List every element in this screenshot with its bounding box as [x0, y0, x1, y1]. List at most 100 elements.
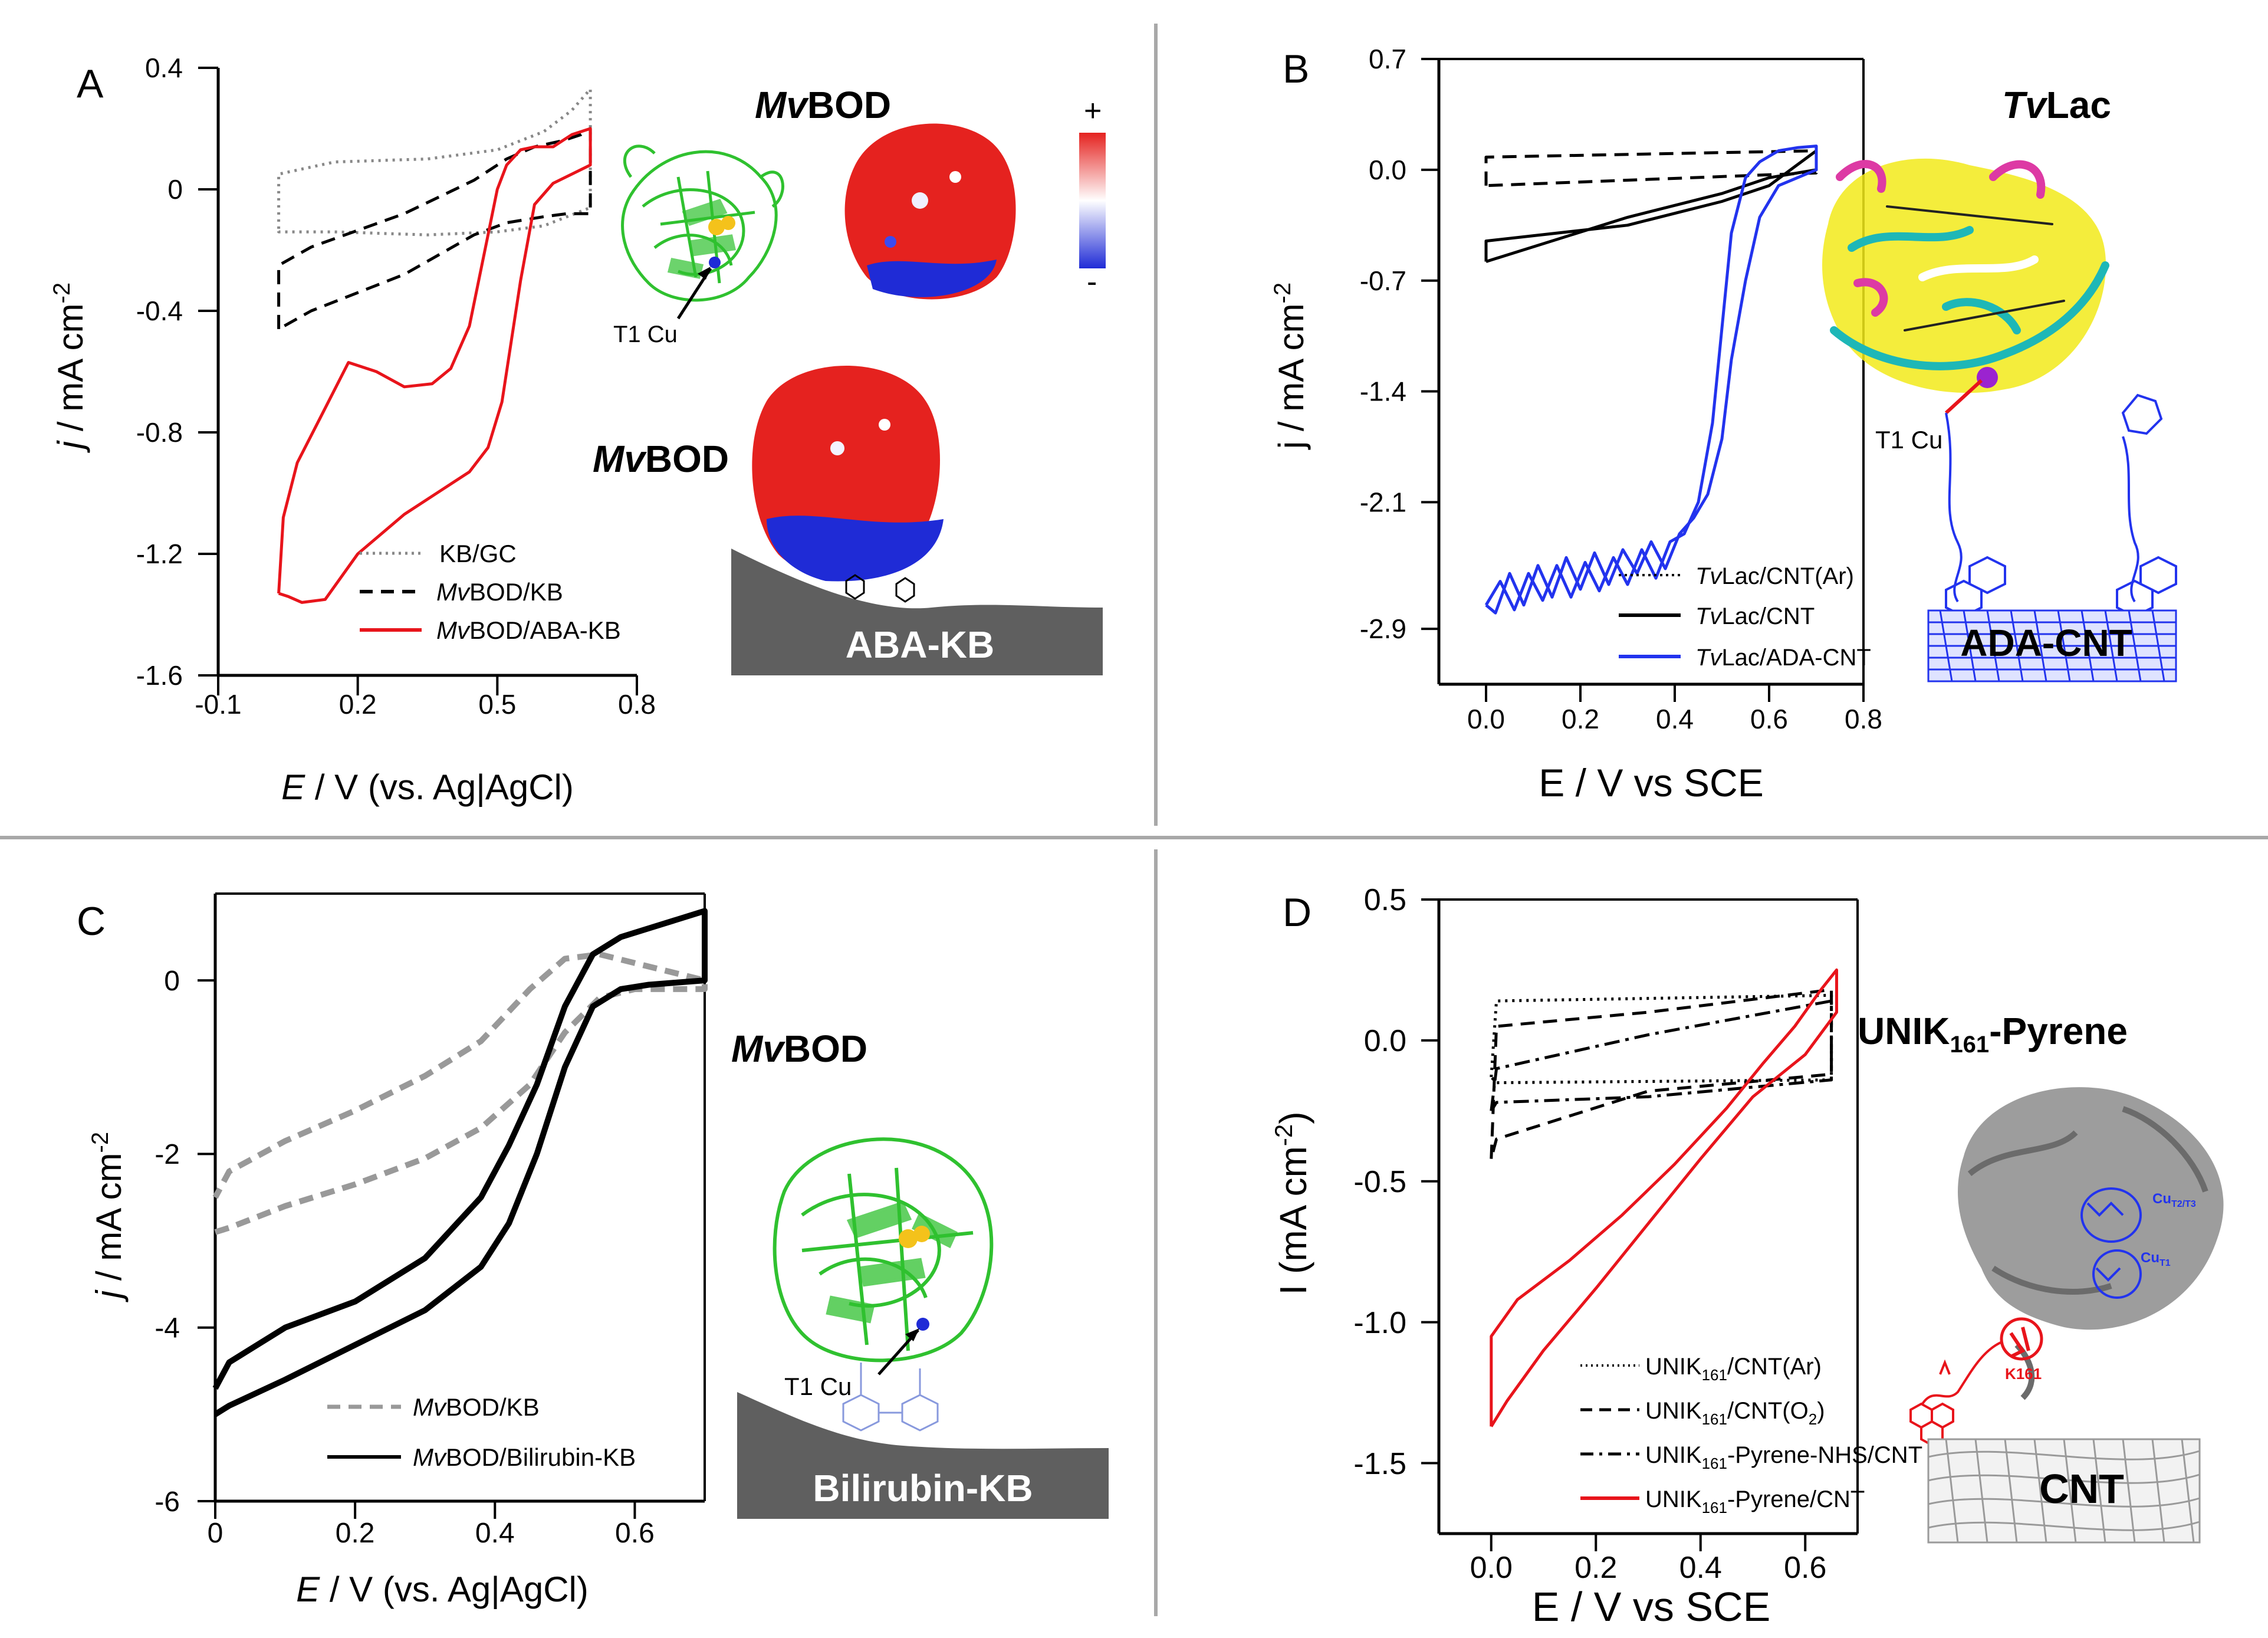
cu-cluster-yellow — [708, 219, 725, 235]
panel-a-t1-label: T1 Cu — [613, 321, 678, 347]
panel-d-xtick-label: 0.2 — [1575, 1551, 1617, 1585]
panel-c-series-0 — [212, 951, 708, 1235]
panel-b-xtick-label: 0.8 — [1845, 704, 1882, 734]
panel-a-series-0 — [277, 87, 592, 237]
panel-b-title: TvLac — [2002, 84, 2111, 126]
panel-b-ylabel: j / mA cm-2 — [1270, 283, 1311, 450]
panel-b-series — [1484, 145, 1818, 615]
panel-d-xtick-label: 0.0 — [1470, 1551, 1513, 1585]
substrate-bilirubin-kb — [737, 1392, 1109, 1519]
charge-color-scale — [1079, 133, 1106, 268]
panel-letter-c: C — [77, 899, 106, 944]
surface-spot — [830, 441, 844, 455]
cnt-mesh — [1927, 609, 2177, 682]
panel-c-ytick-label: 0 — [164, 966, 180, 997]
panel-d-protein-illustration: UNIK161-Pyrene CuT2/T3 CuT1 K161 — [1858, 1010, 2224, 1544]
panel-c-legend: MvBOD/KB MvBOD/Bilirubin-KB — [327, 1393, 636, 1471]
cu-cluster-yellow-2 — [721, 216, 735, 230]
panel-b-xtick-label: 0.6 — [1750, 704, 1788, 734]
k161-circle — [2000, 1317, 2043, 1361]
panel-a-immobilization-illustration: MvBOD ABA-KB — [593, 366, 1103, 675]
panel-c-axes: 0 0.2 0.4 0.6 0 -2 -4 -6 — [155, 892, 706, 1549]
aba-linkers — [845, 574, 915, 603]
legend-b-ar-label: TvLac/CNT(Ar) — [1695, 563, 1854, 589]
panel-d-series-2 — [1490, 999, 1833, 1112]
panel-c: C 0 0.2 0.4 0.6 0 -2 -4 -6 j / mA cm-2 E / V (v… — [77, 892, 1109, 1609]
panel-a-axes: -0.1 0.2 0.5 0.8 0.4 0 -0.4 -0.8 -1.2 -1.6 — [136, 52, 656, 720]
panel-b-xtick-label: 0.4 — [1656, 704, 1694, 734]
panel-c-xtick-label: 0 — [208, 1518, 223, 1549]
panel-c-xtick-label: 0.2 — [336, 1518, 375, 1549]
bilirubin-linker — [842, 1363, 939, 1432]
t1-cu-dot-c — [916, 1318, 929, 1331]
legend-b-cnt-label: TvLac/CNT — [1695, 603, 1815, 629]
cu-cluster-yellow-c — [899, 1229, 918, 1248]
panel-a: A -0.1 0.2 0.5 0.8 0.4 0 -0.4 -0.8 -1.2 -1.6 j / … — [49, 52, 1106, 807]
laccase-cu-center — [1977, 367, 1998, 388]
panel-b-substrate-label: ADA-CNT — [1960, 622, 2132, 664]
cu-sites — [2080, 1187, 2142, 1299]
laccase-body — [1822, 158, 2106, 393]
panel-b-legend: TvLac/CNT(Ar) TvLac/CNT TvLac/ADA-CNT — [1619, 563, 1871, 671]
ada-linkers — [1945, 393, 2177, 618]
panel-a-legend: KB/GC MvBOD/KB MvBOD/ABA-KB — [360, 540, 621, 644]
legend-c-kb-label: MvBOD/KB — [413, 1393, 540, 1421]
legend-d-ar-label: UNIK161/CNT(Ar) — [1645, 1354, 1822, 1384]
panel-c-series — [212, 908, 708, 1417]
scale-minus: - — [1087, 265, 1097, 299]
panel-c-series-1 — [212, 908, 708, 1417]
panel-a-xtick-label: 0.2 — [339, 689, 377, 720]
cu-cluster-yellow-c2 — [913, 1226, 930, 1242]
bod-surface-top — [844, 123, 1016, 300]
bod-surface-top-blue — [867, 260, 997, 297]
panel-a-xtick-label: -0.1 — [195, 689, 241, 720]
bod-ribbon-structure-c — [773, 1137, 994, 1363]
panel-a-ytick-label: -0.4 — [136, 296, 183, 326]
panel-c-substrate-label: Bilirubin-KB — [813, 1467, 1033, 1509]
panel-d-ytick-label: 0.0 — [1364, 1024, 1406, 1058]
panel-d-legend: UNIK161/CNT(Ar) UNIK161/CNT(O2) UNIK161-… — [1580, 1354, 1922, 1516]
surface-spot — [885, 236, 896, 248]
panel-b-t1-label: T1 Cu — [1875, 426, 1942, 454]
panel-d-title: UNIK161-Pyrene — [1858, 1010, 2128, 1058]
panel-a-protein-illustration: MvBOD T1 Cu — [613, 84, 1106, 347]
panel-a-ytick-label: -0.8 — [136, 417, 183, 448]
panel-b-laccase-illustration: TvLac T1 Cu — [1822, 84, 2177, 682]
panel-c-ytick-label: -6 — [155, 1486, 180, 1518]
t1-arrow-head — [698, 267, 711, 280]
panel-c-t1-label: T1 Cu — [784, 1373, 852, 1400]
panel-a-series-1 — [277, 127, 592, 331]
panel-d-series — [1490, 968, 1838, 1427]
panel-b-ytick-label: -1.4 — [1360, 376, 1406, 407]
panel-letter-a: A — [77, 61, 104, 106]
panel-b-series-2 — [1484, 145, 1818, 615]
bod-ribbon-structure — [621, 145, 784, 302]
cu-t1-label: CuT1 — [2141, 1250, 2171, 1268]
panel-c-protein-illustration: MvBOD T1 Cu Bilirubin-KB — [731, 1028, 1109, 1519]
bod-surface-bottom-blue — [767, 516, 944, 582]
panel-b-ytick-label: -2.1 — [1360, 487, 1406, 517]
legend-a-kb-label: MvBOD/KB — [436, 578, 563, 606]
panel-c-xtick-label: 0.4 — [475, 1518, 515, 1549]
k161-label: K161 — [2005, 1365, 2042, 1383]
panel-b-xlabel: E / V vs SCE — [1539, 761, 1763, 805]
legend-a-abakb-label: MvBOD/ABA-KB — [436, 616, 621, 644]
legend-d-o2-label: UNIK161/CNT(O2) — [1645, 1398, 1825, 1428]
panel-d-xtick-label: 0.4 — [1679, 1551, 1722, 1585]
panel-a-title-bottom: MvBOD — [593, 438, 729, 480]
panel-a-xtick-label: 0.5 — [478, 689, 516, 720]
panel-a-xlabel: E / V (vs. Ag|AgCl) — [281, 767, 574, 807]
panel-d: D 0.0 0.2 0.4 0.6 0.5 0.0 -0.5 -1.0 -1.5 I (mA c… — [1270, 883, 2224, 1630]
pyrene-linker — [1909, 1341, 2003, 1447]
surface-spot — [912, 192, 928, 209]
panel-d-axes: 0.0 0.2 0.4 0.6 0.5 0.0 -0.5 -1.0 -1.5 — [1353, 883, 1859, 1585]
legend-a-kbgc-label: KB/GC — [439, 540, 517, 567]
panel-d-ytick-label: -0.5 — [1353, 1165, 1406, 1199]
panel-a-ytick-label: 0.4 — [145, 52, 183, 83]
panel-c-title: MvBOD — [731, 1028, 867, 1070]
scale-plus: + — [1084, 94, 1102, 128]
panel-d-ytick-label: -1.5 — [1353, 1447, 1406, 1481]
panel-d-xlabel: E / V vs SCE — [1532, 1584, 1771, 1630]
panel-d-substrate-label: CNT — [2039, 1466, 2124, 1512]
